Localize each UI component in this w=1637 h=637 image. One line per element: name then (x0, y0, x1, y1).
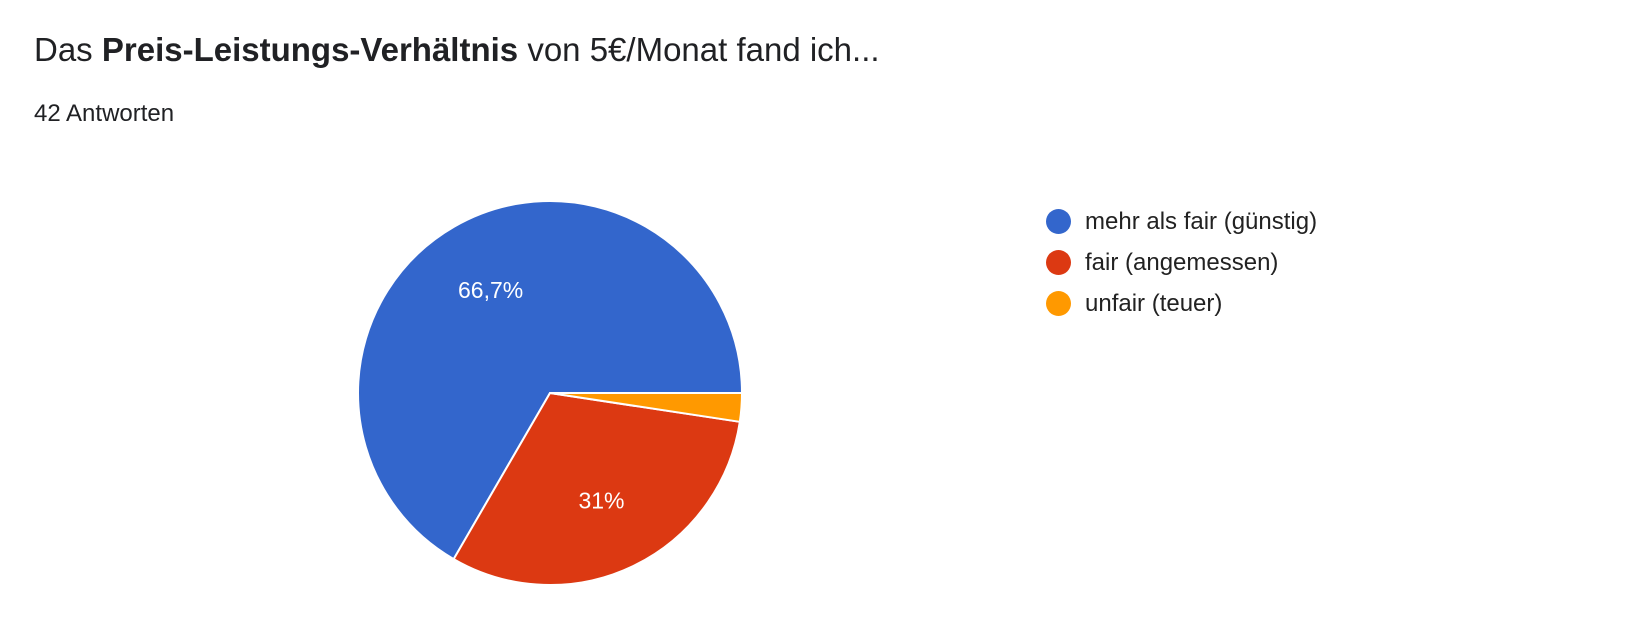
legend-label: fair (angemessen) (1085, 248, 1279, 276)
legend-swatch-icon (1046, 250, 1071, 275)
pie-slice[interactable] (357, 200, 743, 561)
title-suffix: von 5€/Monat fand ich... (518, 31, 880, 68)
legend-item[interactable]: unfair (teuer) (1046, 283, 1317, 324)
legend-label: mehr als fair (günstig) (1085, 207, 1318, 235)
chart-title: Das Preis-Leistungs-Verhältnis von 5€/Mo… (34, 30, 880, 70)
title-prefix: Das (34, 31, 102, 68)
pie-slice[interactable] (549, 392, 744, 423)
slice-label: 66,7% (458, 277, 523, 303)
pie-slice[interactable] (452, 392, 741, 587)
title-bold: Preis-Leistungs-Verhältnis (101, 31, 519, 68)
legend-item[interactable]: mehr als fair (günstig) (1046, 201, 1317, 242)
response-count: 42 Antworten (34, 100, 175, 127)
legend-item[interactable]: fair (angemessen) (1046, 242, 1317, 283)
legend-label: unfair (teuer) (1085, 289, 1223, 317)
legend-swatch-icon (1046, 291, 1071, 316)
legend: mehr als fair (günstig) fair (angemessen… (1046, 201, 1317, 324)
legend-swatch-icon (1046, 209, 1071, 234)
slice-label: 31% (578, 487, 624, 513)
